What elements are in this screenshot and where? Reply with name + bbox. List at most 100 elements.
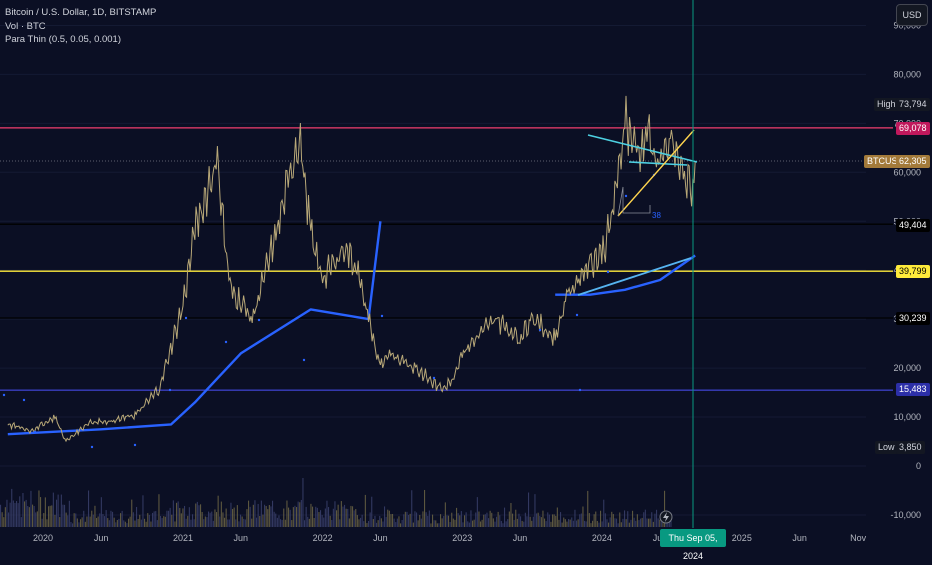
level-49404-label: 49,404: [896, 219, 930, 232]
volume-bar: [366, 523, 368, 527]
volume-bar: [353, 510, 355, 527]
volume-bar: [40, 497, 42, 527]
ma-segment-0: [7, 221, 382, 436]
volume-bar: [502, 523, 504, 527]
legend-title[interactable]: Bitcoin / U.S. Dollar, 1D, BITSTAMP: [5, 7, 157, 18]
volume-bar: [553, 514, 555, 527]
low-tag: Low: [875, 441, 898, 454]
volume-bar: [126, 523, 128, 527]
sar-dot: [257, 318, 261, 322]
volume-bar: [28, 507, 30, 527]
volume-bar: [600, 510, 602, 527]
volume-bar: [652, 521, 654, 527]
volume-bar: [19, 496, 21, 527]
sar-dot: [606, 270, 610, 274]
measure-tool[interactable]: [617, 186, 651, 217]
low-value: 3,850: [896, 441, 925, 454]
volume-bar: [545, 521, 547, 527]
volume-bar: [3, 517, 5, 527]
volume-bar: [160, 515, 162, 527]
legend-volume[interactable]: Vol · BTC: [5, 20, 46, 32]
volume-bar: [332, 508, 334, 527]
price-chart[interactable]: 90,00080,00070,00060,00050,00040,00030,0…: [0, 0, 932, 550]
volume-bar: [387, 509, 389, 527]
trendline-lower[interactable]: [628, 161, 688, 166]
volume-bar: [129, 516, 131, 527]
volume-bar: [377, 520, 379, 527]
volume-bar: [617, 523, 619, 527]
legend-indicator[interactable]: Para Thin (0.5, 0.05, 0.001): [5, 34, 122, 45]
volume-bar: [580, 513, 582, 527]
lightning-icon[interactable]: [659, 510, 673, 524]
volume-bar: [528, 492, 530, 527]
volume-bar: [11, 488, 13, 527]
volume-bar: [521, 520, 523, 527]
volume-bar: [329, 515, 331, 527]
trendline-support[interactable]: [617, 129, 695, 217]
volume-bar: [593, 514, 595, 527]
volume-bar: [238, 521, 240, 527]
volume-bar: [475, 512, 477, 527]
volume-bar: [62, 504, 64, 527]
volume-bar: [644, 509, 646, 527]
sar-dot: [432, 376, 436, 380]
trendline-ma-ext[interactable]: [577, 257, 692, 296]
volume-bar: [200, 504, 202, 527]
volume-bar: [275, 513, 277, 527]
volume-bar: [171, 514, 173, 527]
volume-bar: [161, 518, 163, 527]
volume-bar: [664, 490, 666, 527]
volume-bar: [139, 514, 141, 527]
volume-bar: [75, 513, 77, 527]
volume-bar: [12, 500, 14, 527]
volume-bar: [398, 516, 400, 527]
volume-bar: [473, 519, 475, 527]
volume-bar: [476, 497, 478, 527]
volume-bar: [513, 520, 515, 527]
volume-bar: [363, 521, 365, 527]
sar-dot: [33, 430, 37, 434]
volume-bar: [268, 504, 270, 527]
volume-bar: [131, 499, 133, 527]
volume-bar: [224, 517, 226, 527]
volume-bar: [472, 520, 474, 527]
volume-bar: [384, 506, 386, 527]
volume-bar: [548, 514, 550, 527]
volume-bar: [168, 510, 170, 527]
volume-bar: [134, 520, 136, 527]
trendline-upper[interactable]: [587, 134, 698, 163]
sar-dot: [2, 393, 6, 397]
volume-bar: [163, 516, 165, 527]
high-tag: High: [874, 98, 899, 111]
y-tick-label: 10,000: [893, 412, 921, 422]
x-tick-label: Jun: [513, 533, 528, 543]
volume-bar: [179, 507, 181, 527]
x-tick-label: Jun: [94, 533, 109, 543]
volume-bar: [337, 504, 339, 527]
volume-bar: [116, 519, 118, 527]
volume-bar: [670, 516, 672, 527]
sar-dot: [90, 445, 94, 449]
volume-bar: [318, 512, 320, 527]
volume-bar: [102, 514, 104, 527]
volume-bar: [414, 511, 416, 527]
volume-bar: [582, 506, 584, 527]
volume-bar: [83, 510, 85, 527]
currency-button[interactable]: USD: [896, 4, 928, 26]
volume-bar: [192, 514, 194, 527]
volume-bar: [424, 489, 426, 527]
volume-bar: [184, 505, 186, 527]
volume-bar: [281, 519, 283, 527]
volume-bar: [76, 518, 78, 527]
volume-bar: [225, 508, 227, 527]
volume-bar: [635, 520, 637, 527]
volume-bar: [35, 512, 37, 527]
volume-bar: [611, 511, 613, 527]
volume-bar: [504, 507, 506, 527]
x-tick-label: Jun: [792, 533, 807, 543]
volume-bar: [620, 522, 622, 527]
price-series: [7, 95, 696, 443]
x-tick-label: 2020: [33, 533, 53, 543]
volume-bar: [345, 508, 347, 527]
volume-bar: [520, 516, 522, 527]
